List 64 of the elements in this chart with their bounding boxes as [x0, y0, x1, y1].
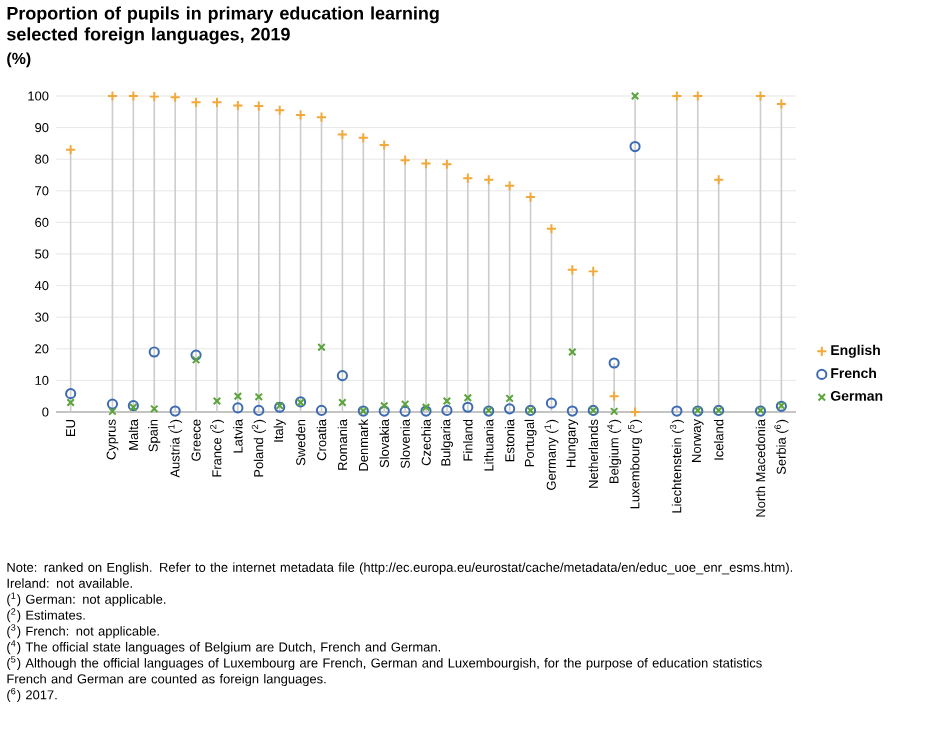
point: [148, 346, 160, 358]
point: [483, 174, 495, 186]
point: [106, 398, 119, 410]
point: [150, 404, 159, 414]
point: [378, 405, 390, 417]
point: [336, 370, 348, 382]
point: [608, 357, 620, 369]
chart-title: Proportion of pupils in primary education learning selected foreign languages, 2019: [7, 6, 439, 45]
point: [315, 111, 328, 123]
point: [587, 265, 599, 277]
point: [106, 90, 119, 102]
point: [504, 403, 516, 415]
point: [566, 405, 578, 417]
point: [775, 98, 787, 110]
point: [609, 407, 619, 416]
point: [442, 396, 452, 406]
point: [671, 405, 683, 417]
point: [233, 391, 243, 401]
point: [545, 397, 558, 409]
point: [399, 405, 411, 417]
point: [169, 91, 181, 103]
point: [504, 180, 516, 192]
point: [463, 393, 473, 403]
point: [212, 396, 222, 406]
point: [420, 158, 432, 170]
point: [421, 403, 431, 412]
point: [420, 405, 432, 417]
point: [232, 402, 244, 414]
point: [315, 404, 328, 416]
point: [254, 392, 264, 402]
point: [462, 172, 474, 184]
point: [191, 355, 201, 365]
point: [566, 264, 578, 276]
point: [108, 407, 117, 416]
point: [629, 140, 641, 153]
point: [295, 109, 307, 121]
point: [608, 390, 620, 402]
point: [568, 347, 577, 357]
point: [629, 406, 641, 418]
point: [65, 388, 77, 400]
point: [357, 132, 369, 144]
point: [65, 144, 77, 156]
point: [441, 158, 453, 170]
point: [211, 96, 223, 108]
point: [462, 401, 474, 413]
point: [253, 100, 265, 112]
point: [127, 90, 139, 102]
point: [148, 91, 160, 103]
point: [379, 401, 389, 410]
point: [253, 404, 265, 416]
point: [713, 174, 725, 186]
point: [190, 349, 202, 361]
point: [378, 139, 390, 151]
point: [692, 90, 704, 102]
point: [671, 90, 683, 102]
point: [441, 404, 453, 416]
point: [524, 191, 537, 203]
point: [754, 90, 767, 102]
point: [399, 154, 411, 166]
point: [169, 405, 181, 417]
point: [274, 104, 286, 116]
point: [190, 96, 202, 108]
point: [400, 399, 410, 409]
point: [630, 91, 640, 101]
